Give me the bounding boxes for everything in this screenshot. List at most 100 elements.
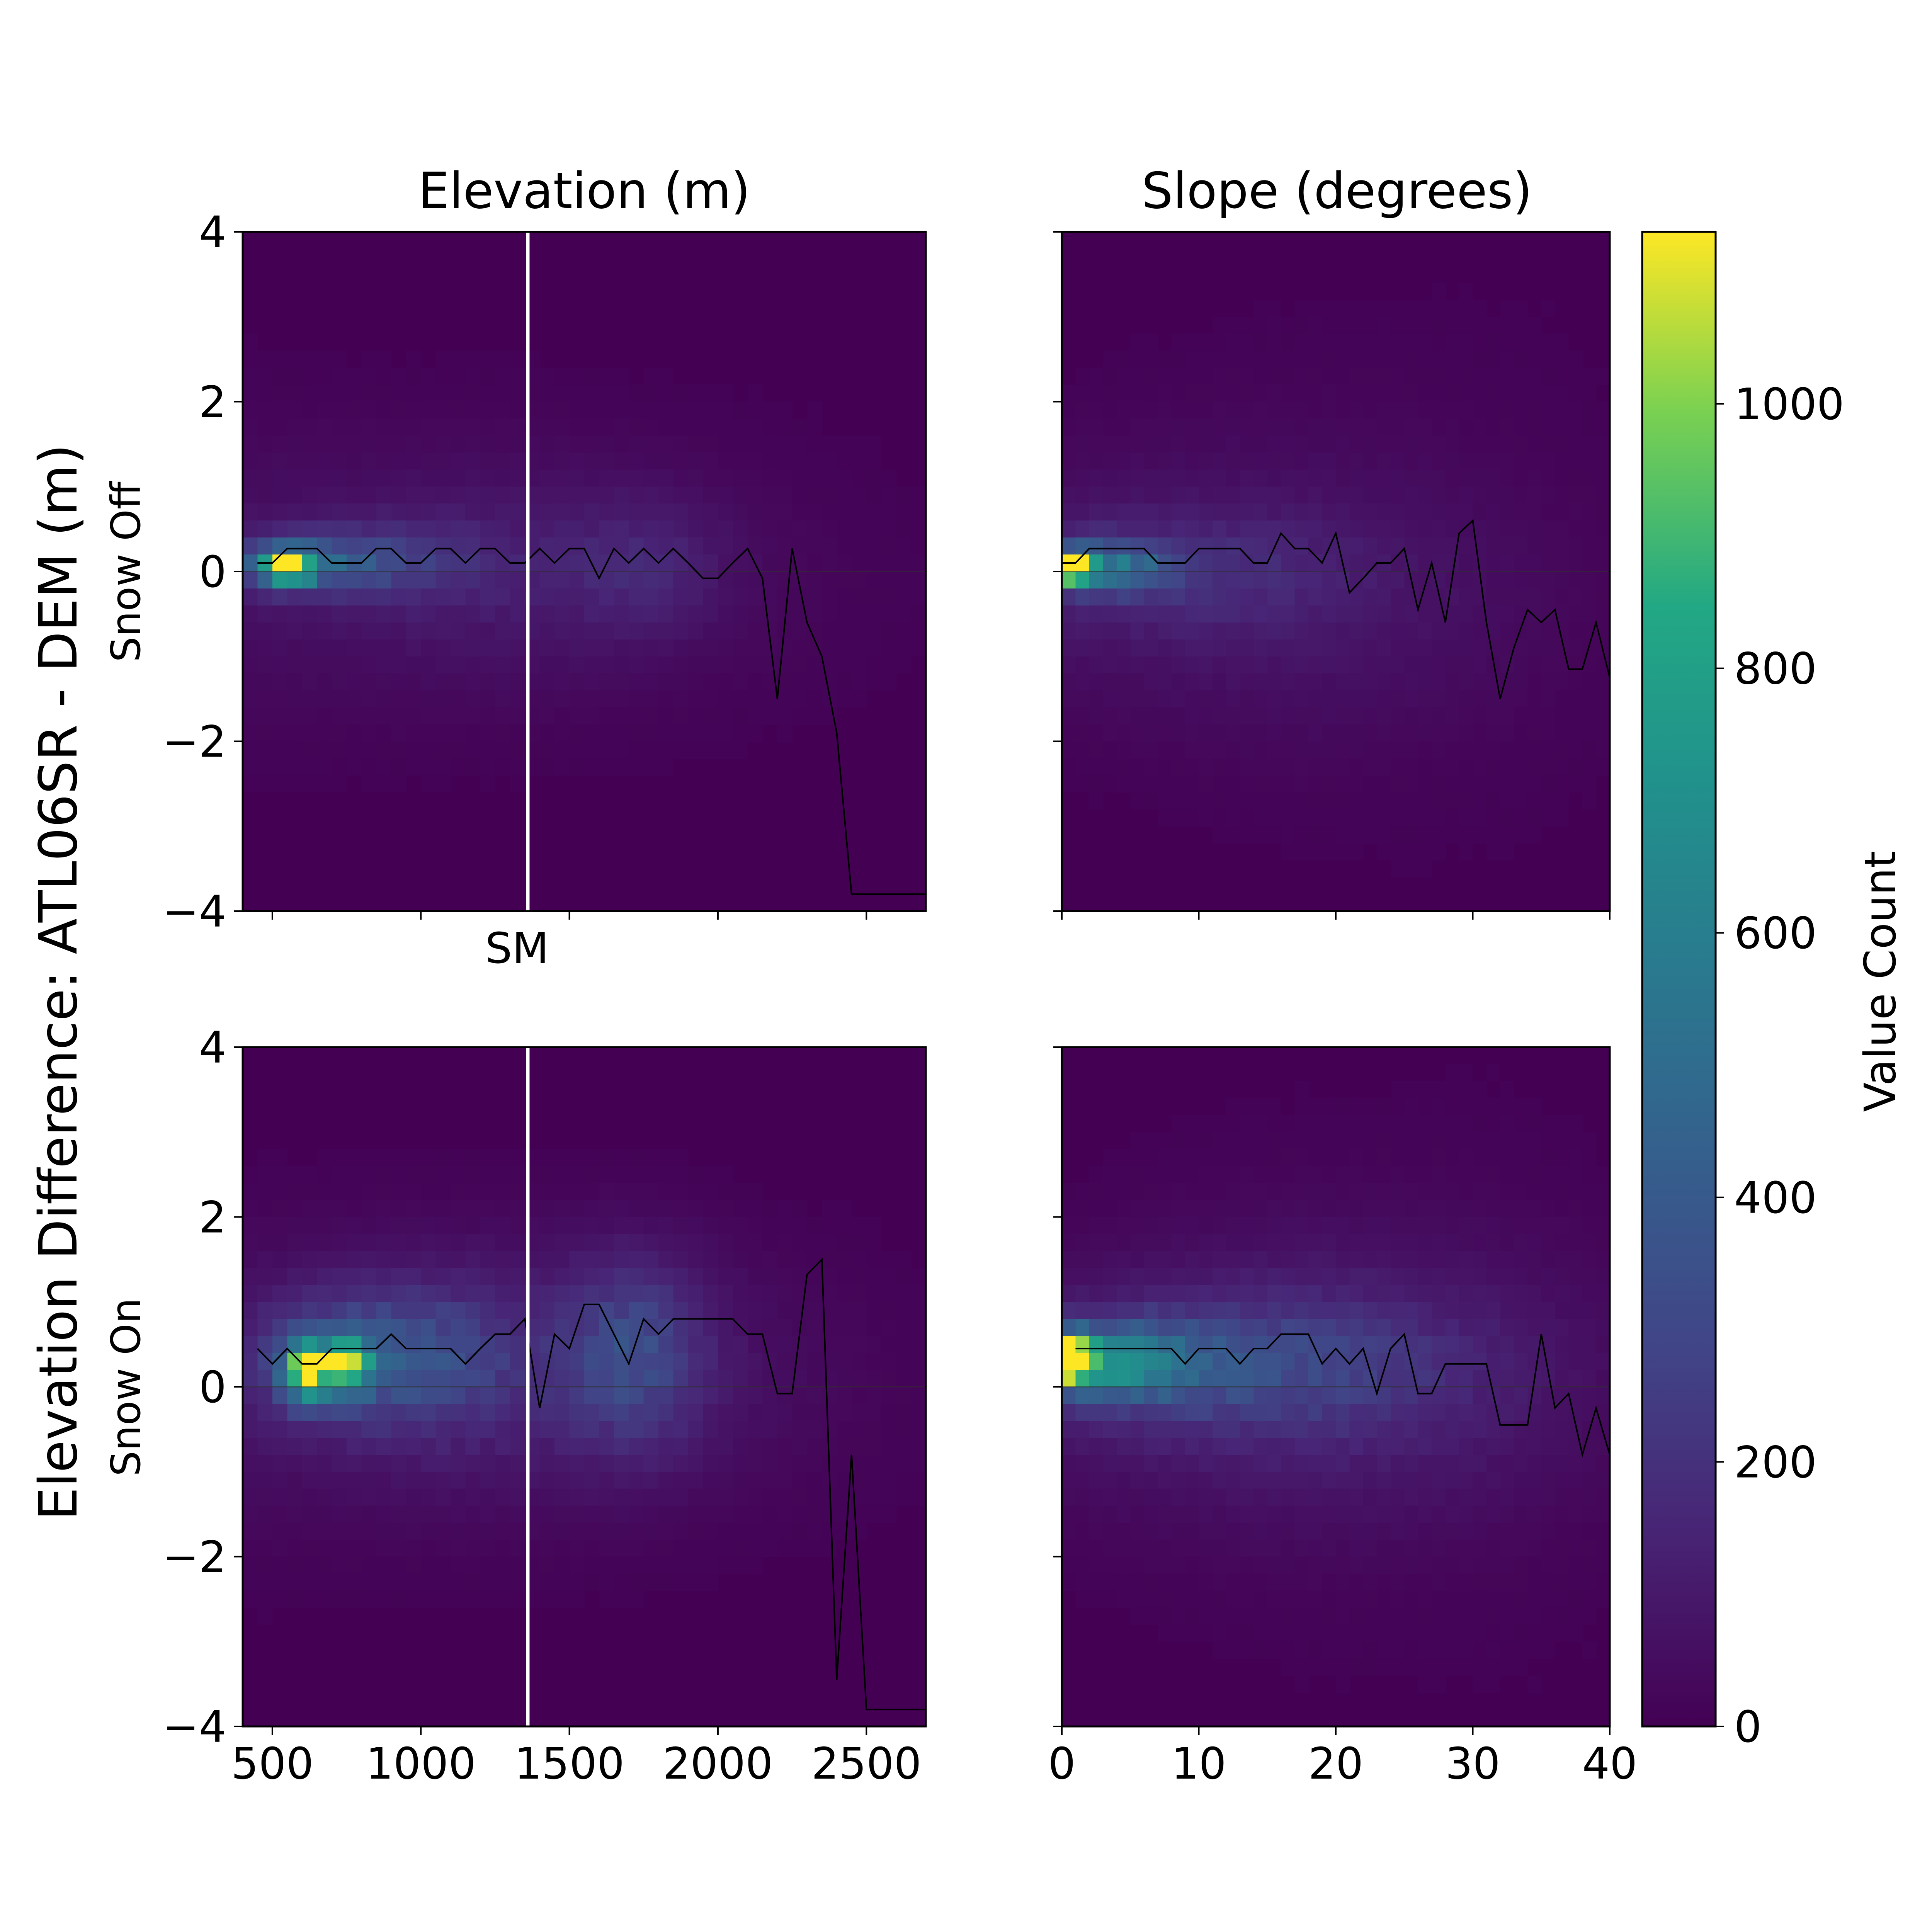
heatmap-cell bbox=[807, 1285, 822, 1303]
heatmap-cell bbox=[451, 1522, 466, 1540]
heatmap-cell bbox=[1363, 1607, 1378, 1625]
heatmap-cell bbox=[747, 1437, 763, 1455]
heatmap-cell bbox=[688, 1217, 704, 1235]
heatmap-cell bbox=[807, 1251, 822, 1269]
heatmap-cell bbox=[1116, 741, 1131, 759]
heatmap-cell bbox=[317, 690, 332, 708]
heatmap-cell bbox=[1541, 741, 1556, 759]
heatmap-cell bbox=[1199, 384, 1213, 402]
heatmap-cell bbox=[1445, 1234, 1459, 1252]
heatmap-cell bbox=[1158, 792, 1172, 810]
heatmap-cell bbox=[1336, 1268, 1350, 1286]
heatmap-cell bbox=[1075, 1268, 1090, 1286]
heatmap-cell bbox=[1062, 452, 1076, 470]
heatmap-cell bbox=[257, 1437, 273, 1455]
heatmap-cell bbox=[881, 588, 896, 606]
heatmap-cell bbox=[1459, 690, 1473, 708]
heatmap-cell bbox=[376, 775, 392, 793]
heatmap-cell bbox=[1116, 605, 1131, 623]
heatmap-cell bbox=[302, 1370, 317, 1387]
heatmap-cell bbox=[243, 1590, 258, 1608]
heatmap-cell bbox=[1130, 741, 1145, 759]
heatmap-cell bbox=[1500, 724, 1514, 742]
heatmap-cell bbox=[777, 1234, 793, 1252]
heatmap-cell bbox=[302, 486, 317, 504]
heatmap-cell bbox=[332, 350, 347, 368]
heatmap-cell bbox=[807, 1217, 822, 1235]
heatmap-cell bbox=[1199, 656, 1213, 674]
heatmap-cell bbox=[361, 690, 377, 708]
heatmap-cell bbox=[1075, 537, 1090, 555]
heatmap-cell bbox=[673, 486, 689, 504]
heatmap-cell bbox=[1130, 1336, 1145, 1353]
heatmap-cell bbox=[1322, 452, 1336, 470]
heatmap-cell bbox=[1116, 1166, 1131, 1184]
heatmap-cell bbox=[391, 1437, 406, 1455]
heatmap-cell bbox=[599, 418, 614, 436]
heatmap-cell bbox=[1404, 724, 1418, 742]
heatmap-cell bbox=[1089, 622, 1104, 640]
heatmap-cell bbox=[510, 1353, 525, 1370]
heatmap-cell bbox=[1390, 1353, 1405, 1370]
heatmap-cell bbox=[435, 435, 451, 453]
heatmap-cell bbox=[1418, 1505, 1432, 1523]
heatmap-cell bbox=[1308, 775, 1323, 793]
heatmap-cell bbox=[1514, 537, 1528, 555]
heatmap-cell bbox=[257, 1251, 273, 1269]
heatmap-cell bbox=[243, 1268, 258, 1286]
heatmap-cell bbox=[361, 1522, 377, 1540]
heatmap-cell bbox=[1363, 435, 1378, 453]
heatmap-cell bbox=[1445, 1505, 1459, 1523]
heatmap-cell bbox=[1103, 486, 1117, 504]
heatmap-cell bbox=[599, 367, 614, 385]
heatmap-cell bbox=[822, 1420, 837, 1438]
heatmap-cell bbox=[1514, 1590, 1528, 1608]
heatmap-cell bbox=[673, 520, 689, 538]
heatmap-cell bbox=[1308, 588, 1323, 606]
heatmap-cell bbox=[1459, 707, 1473, 725]
heatmap-cell bbox=[1240, 1217, 1254, 1235]
heatmap-cell bbox=[747, 622, 763, 640]
heatmap-cell bbox=[1226, 469, 1240, 487]
heatmap-cell bbox=[1199, 1522, 1213, 1540]
heatmap-cell bbox=[1130, 1454, 1145, 1472]
heatmap-cell bbox=[614, 1370, 629, 1387]
heatmap-cell bbox=[1541, 384, 1556, 402]
heatmap-cell bbox=[1445, 469, 1459, 487]
heatmap-cell bbox=[391, 707, 406, 725]
heatmap-cell bbox=[1212, 724, 1227, 742]
heatmap-cell bbox=[1212, 452, 1227, 470]
heatmap-cell bbox=[1541, 452, 1556, 470]
heatmap-cell bbox=[1089, 367, 1104, 385]
heatmap-cell bbox=[1349, 1556, 1364, 1574]
heatmap-cell bbox=[1514, 1302, 1528, 1320]
heatmap-cell bbox=[1144, 792, 1158, 810]
heatmap-cell bbox=[1568, 1183, 1583, 1201]
heatmap-cell bbox=[599, 1285, 614, 1303]
heatmap-cell bbox=[539, 1285, 555, 1303]
heatmap-cell bbox=[361, 520, 377, 538]
heatmap-cell bbox=[762, 1387, 778, 1404]
heatmap-cell bbox=[643, 452, 659, 470]
heatmap-cell bbox=[1130, 1200, 1145, 1218]
heatmap-cell bbox=[1459, 1183, 1473, 1201]
heatmap-cell bbox=[1527, 1234, 1542, 1252]
heatmap-cell bbox=[1390, 622, 1405, 640]
heatmap-cell bbox=[1527, 690, 1542, 708]
heatmap-cell bbox=[1445, 1268, 1459, 1286]
heatmap-cell bbox=[643, 486, 659, 504]
heatmap-cell bbox=[1432, 1522, 1446, 1540]
heatmap-cell bbox=[332, 1302, 347, 1320]
heatmap-cell bbox=[1130, 1556, 1145, 1574]
heatmap-cell bbox=[1541, 1607, 1556, 1625]
heatmap-cell bbox=[1500, 1437, 1514, 1455]
heatmap-cell bbox=[1075, 1454, 1090, 1472]
heatmap-cell bbox=[1390, 826, 1405, 844]
heatmap-cell bbox=[673, 1471, 689, 1489]
heatmap-cell bbox=[421, 1539, 436, 1557]
heatmap-cell bbox=[1596, 1387, 1610, 1404]
heatmap-cell bbox=[1144, 401, 1158, 419]
heatmap-cell bbox=[1267, 1387, 1282, 1404]
heatmap-cell bbox=[866, 554, 882, 572]
heatmap-cell bbox=[1322, 1166, 1336, 1184]
